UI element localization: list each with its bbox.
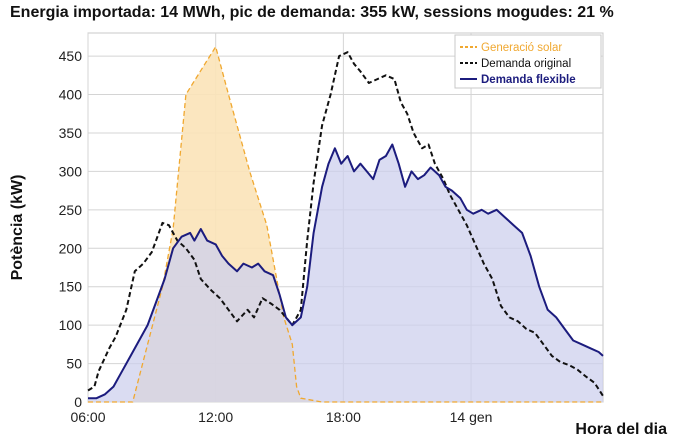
y-tick-label: 450 [59,48,83,64]
line-demanda-flexible [88,143,604,400]
legend: Generació solar Demanda original Demanda f… [454,34,602,89]
y-tick-label: 50 [66,356,82,372]
x-tick-label: 18:00 [326,409,361,425]
y-axis-label: Potència (kW) [9,175,26,281]
x-axis-label: Hora del dia [575,421,667,438]
legend-label: Demanda original [481,58,571,70]
series-areas [88,46,603,403]
x-tick-label: 12:00 [198,409,233,425]
y-tick-label: 350 [59,125,83,141]
series-lines [87,46,604,403]
y-tick-label: 200 [59,240,83,256]
y-tick-label: 0 [74,394,82,410]
legend-box [454,34,602,89]
y-tick-label: 100 [59,317,83,333]
y-tick-label: 250 [59,202,83,218]
line-generacio-solar [88,46,603,403]
x-tick-label: 06:00 [70,409,105,425]
area-demanda-flexible [88,144,603,402]
legend-label: Generació solar [481,42,562,54]
axes: 0 50 100 150 200 250 300 350 400 450 06:00 12:00 18:… [59,48,493,425]
x-tick-label: 14 gen [450,409,493,425]
legend-label: Demanda flexible [481,74,576,86]
y-tick-label: 300 [59,163,83,179]
y-tick-label: 150 [59,279,83,295]
line-demanda-original [87,51,604,397]
chart-title: Energia importada: 14 MWh, pic de demand… [10,4,614,21]
y-tick-label: 400 [59,87,83,103]
